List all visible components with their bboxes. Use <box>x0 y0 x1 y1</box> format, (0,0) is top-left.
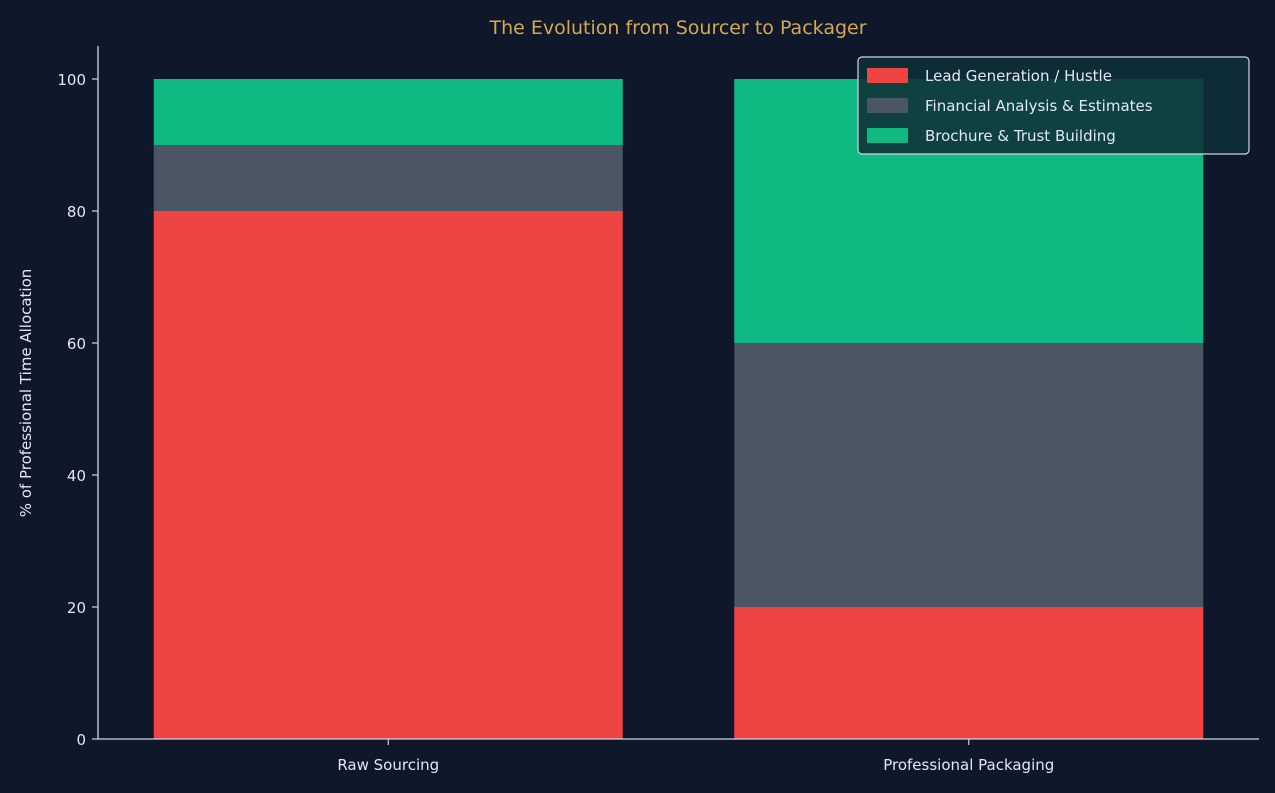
bar-segment <box>734 343 1204 607</box>
axes-layer: 0 20 40 60 80 100 Raw Sourcing Professional Pac… <box>57 46 1259 774</box>
legend-swatch <box>867 98 908 113</box>
legend-swatch <box>867 68 908 83</box>
chart-title: The Evolution from Sourcer to Packager <box>488 17 866 39</box>
y-axis-label: % of Professional Time Allocation <box>17 269 35 518</box>
legend-swatch <box>867 128 908 143</box>
y-tick-label: 0 <box>76 731 86 749</box>
bar-segment <box>153 145 623 211</box>
bar-segment <box>734 607 1204 739</box>
x-tick-label: Raw Sourcing <box>337 756 439 774</box>
legend-label: Lead Generation / Hustle <box>925 67 1112 85</box>
bar-segment <box>153 211 623 739</box>
y-tick-label: 80 <box>67 203 86 221</box>
y-tick-label: 20 <box>67 599 86 617</box>
bar-segment <box>153 79 623 145</box>
y-tick-label: 100 <box>57 71 86 89</box>
bars-layer <box>153 79 1204 739</box>
legend-box <box>857 56 1250 155</box>
y-tick-label: 60 <box>67 335 86 353</box>
x-tick-label: Professional Packaging <box>883 756 1054 774</box>
legend-label: Financial Analysis & Estimates <box>925 97 1153 115</box>
legend-label: Brochure & Trust Building <box>925 127 1116 145</box>
y-tick-label: 40 <box>67 467 86 485</box>
legend: Lead Generation / Hustle Financial Analys… <box>857 56 1250 155</box>
